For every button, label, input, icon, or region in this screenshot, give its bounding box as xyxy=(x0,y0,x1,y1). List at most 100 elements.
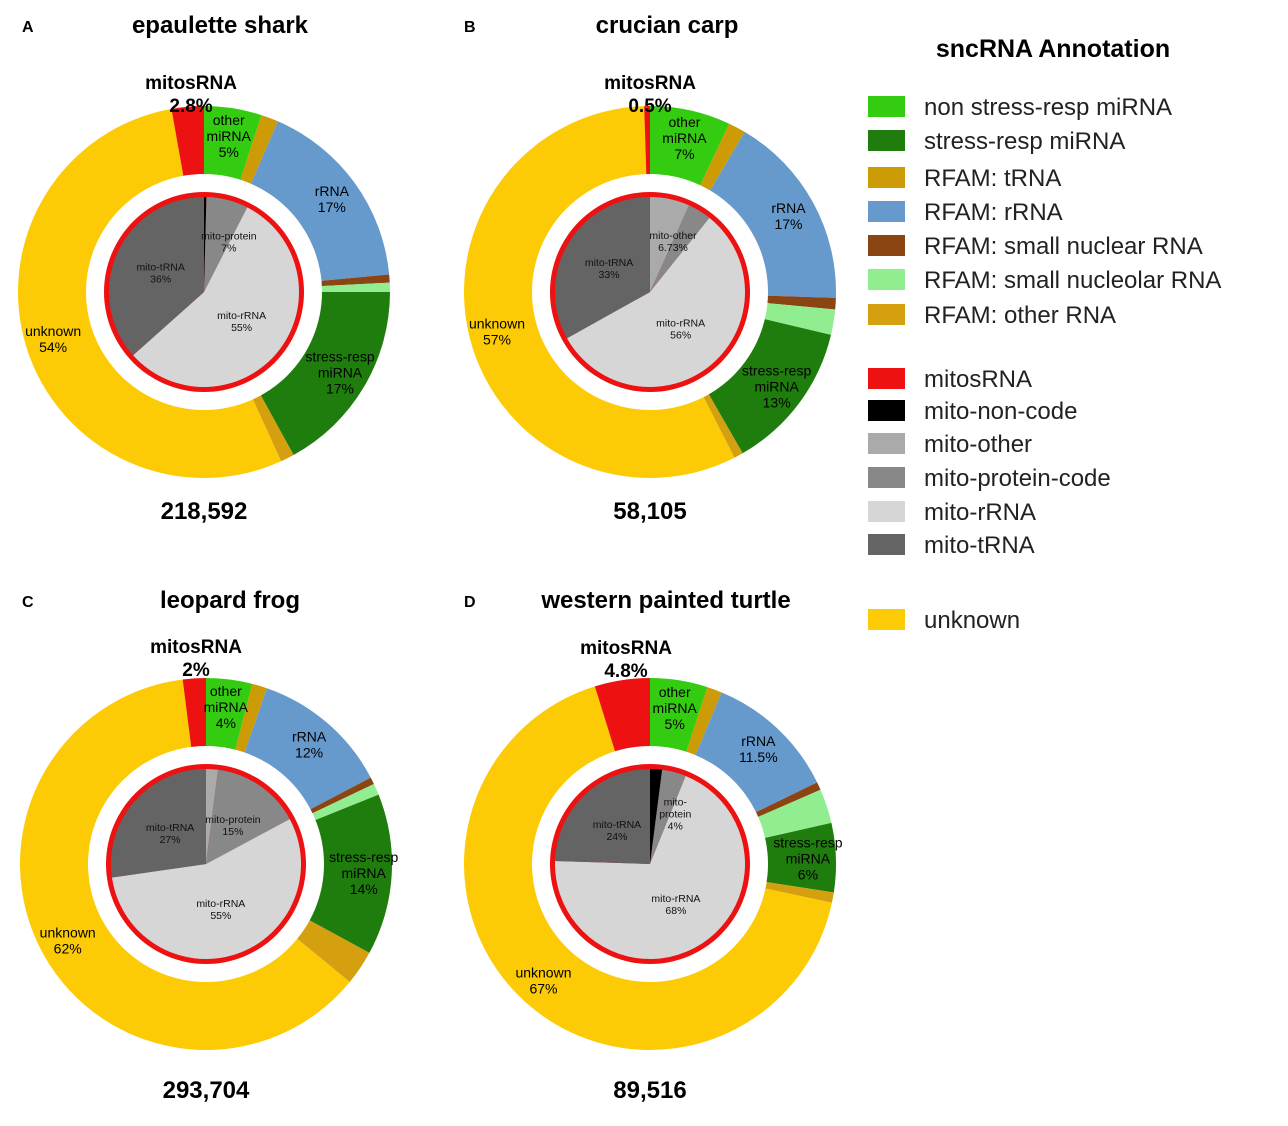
outer-label-line: 11.5% xyxy=(739,749,778,765)
legend-item-unknown: unknown xyxy=(868,607,1020,634)
inner-label-mito-other: mito-other 6.73% xyxy=(649,230,697,254)
inner-slice-mito-other xyxy=(650,197,690,292)
inner-label-mito-rrna: mito-rRNA 56% xyxy=(656,317,705,341)
outer-label-line: rRNA xyxy=(741,733,776,749)
chart-title: epaulette shark xyxy=(132,12,309,39)
outer-label-line: unknown xyxy=(40,924,96,940)
outer-label-unknown: unknown 57% xyxy=(469,315,525,347)
outer-label-non-stress-resp-mirna: other miRNA 4% xyxy=(204,683,249,731)
inner-label-line: 36% xyxy=(150,274,171,286)
legend-swatch xyxy=(868,467,905,488)
outer-label-line: 17% xyxy=(318,199,346,215)
outer-label-line: stress-resp xyxy=(305,348,374,364)
legend-swatch xyxy=(868,534,905,555)
total-count: 218,592 xyxy=(161,498,248,525)
panel-letter: A xyxy=(22,19,34,36)
inner-slice-mito-protein-code xyxy=(206,769,290,864)
outer-label-line: miRNA xyxy=(204,699,249,715)
legend-swatch xyxy=(868,96,905,117)
inner-slice-mito-trna xyxy=(555,769,650,864)
legend-label: RFAM: tRNA xyxy=(924,165,1061,192)
chart-title: leopard frog xyxy=(160,587,300,614)
inner-label-line: mito- xyxy=(664,796,688,808)
outer-label-line: rRNA xyxy=(771,200,806,216)
inner-slice-mito-non-code xyxy=(650,769,663,864)
legend-swatch xyxy=(868,609,905,630)
legend-item-mito-other: mito-other xyxy=(868,431,1032,458)
inner-label-line: 24% xyxy=(606,831,627,843)
chart-title: crucian carp xyxy=(596,12,739,39)
outer-label-line: 17% xyxy=(774,216,802,232)
legend-label: mito-protein-code xyxy=(924,465,1111,492)
inner-label-line: 33% xyxy=(599,269,620,281)
outer-label-line: miRNA xyxy=(207,128,252,144)
legend-label: non stress-resp miRNA xyxy=(924,94,1172,121)
legend-item-mito-protein-code: mito-protein-code xyxy=(868,465,1111,492)
legend-swatch xyxy=(868,400,905,421)
legend-label: RFAM: small nucleolar RNA xyxy=(924,267,1221,294)
legend-label: mitosRNA xyxy=(924,366,1032,393)
inner-label-line: mito-other xyxy=(649,230,697,242)
inner-slice-mito-protein-code xyxy=(650,769,686,864)
outer-label-line: rRNA xyxy=(292,728,327,744)
outer-label-line: unknown xyxy=(469,315,525,331)
total-count: 293,704 xyxy=(163,1077,250,1104)
legend-item-mito-rrna: mito-rRNA xyxy=(868,499,1036,526)
outer-label-line: 67% xyxy=(529,981,557,997)
inner-label-line: 6.73% xyxy=(658,242,688,254)
legend-item-rfam-trna: RFAM: tRNA xyxy=(868,165,1061,192)
legend-label: mito-tRNA xyxy=(924,532,1035,559)
inner-slice-mito-rrna xyxy=(567,217,746,388)
outer-label-line: 12% xyxy=(295,744,323,760)
total-count: 89,516 xyxy=(613,1077,686,1104)
outer-label-line: other xyxy=(669,114,701,130)
inner-label-line: 27% xyxy=(160,834,181,846)
inner-label-mito-trna: mito-tRNA 24% xyxy=(593,819,641,843)
outer-label-line: other xyxy=(210,683,242,699)
outer-label-non-stress-resp-mirna: other miRNA 7% xyxy=(662,114,707,162)
panel-letter: D xyxy=(464,594,476,611)
legend-item-mito-trna: mito-tRNA xyxy=(868,532,1035,559)
inner-label-mito-rrna: mito-rRNA 68% xyxy=(651,893,700,917)
inner-slice-mito-protein-code xyxy=(204,197,248,292)
mitosrna-callout-label: mitosRNA xyxy=(150,637,242,658)
legend-label: RFAM: small nuclear RNA xyxy=(924,233,1203,260)
outer-label-unknown: unknown 54% xyxy=(25,323,81,355)
inner-slice-mito-rrna xyxy=(133,207,299,387)
inner-label-mito-protein-code: mito-protein 4% xyxy=(659,796,691,832)
inner-slice-mito-rrna xyxy=(111,819,301,960)
outer-label-non-stress-resp-mirna: other miRNA 5% xyxy=(652,684,697,732)
inner-label-line: 56% xyxy=(670,329,691,341)
legend-label: RFAM: rRNA xyxy=(924,199,1063,226)
outer-label-rfam-rrna: rRNA 12% xyxy=(292,728,327,760)
outer-label-stress-resp-mirna: stress-resp miRNA 14% xyxy=(329,849,398,897)
outer-label-line: other xyxy=(659,684,691,700)
inner-label-mito-trna: mito-tRNA 36% xyxy=(136,262,184,286)
inner-label-line: 4% xyxy=(668,820,683,832)
inner-label-line: 68% xyxy=(665,905,686,917)
outer-label-line: 14% xyxy=(350,881,378,897)
inner-label-line: mito-rRNA xyxy=(217,310,266,322)
inner-label-line: 55% xyxy=(231,322,252,334)
legend: sncRNA Annotation non stress-resp miRNA st… xyxy=(868,35,1221,634)
mitosrna-callout-value: 0.5% xyxy=(628,96,671,117)
inner-label-mito-trna: mito-tRNA 27% xyxy=(146,822,194,846)
legend-item-rfam-other-rna: RFAM: other RNA xyxy=(868,302,1116,329)
outer-label-line: miRNA xyxy=(786,851,831,867)
mitosrna-callout-label: mitosRNA xyxy=(580,638,672,659)
inner-slice-mito-other xyxy=(206,769,219,864)
outer-label-stress-resp-mirna: stress-resp miRNA 6% xyxy=(773,835,842,883)
outer-label-line: miRNA xyxy=(318,364,363,380)
inner-label-line: 15% xyxy=(222,826,243,838)
inner-slice-mito-trna xyxy=(555,197,650,339)
inner-label-line: mito-tRNA xyxy=(136,262,184,274)
outer-label-line: stress-resp xyxy=(329,849,398,865)
legend-label: mito-other xyxy=(924,431,1032,458)
mitosrna-callout-value: 4.8% xyxy=(604,661,647,682)
outer-label-line: 7% xyxy=(674,146,694,162)
outer-label-line: miRNA xyxy=(342,865,387,881)
outer-label-line: 5% xyxy=(665,716,685,732)
